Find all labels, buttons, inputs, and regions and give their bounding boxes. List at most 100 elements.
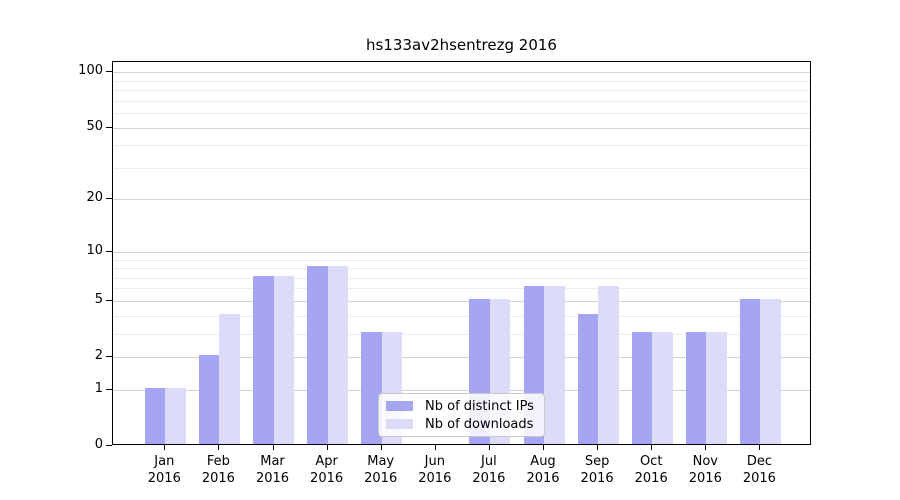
x-tickmark-jan xyxy=(164,445,166,450)
y-tick-label-10: 10 xyxy=(86,242,103,258)
legend: Nb of distinct IPs Nb of downloads xyxy=(378,393,545,437)
bar-ips-may xyxy=(361,331,382,444)
x-tick-label-feb: Feb 2016 xyxy=(186,453,250,487)
chart-title: hs133av2hsentrezg 2016 xyxy=(366,36,557,54)
year-label: 2016 xyxy=(147,471,181,486)
minor-gridline-7 xyxy=(113,277,810,279)
y-tickmark-50 xyxy=(106,126,112,128)
minor-gridline-4 xyxy=(113,315,810,317)
year-label: 2016 xyxy=(634,471,668,486)
y-tick-label-2: 2 xyxy=(94,348,103,363)
minor-gridline-30 xyxy=(113,167,810,169)
year-label: 2016 xyxy=(742,471,776,486)
major-gridline-20 xyxy=(113,199,810,201)
minor-gridline-40 xyxy=(113,145,810,147)
minor-gridline-80 xyxy=(113,90,810,91)
year-label: 2016 xyxy=(310,471,344,486)
minor-gridline-6 xyxy=(113,288,810,290)
month-label: Jun xyxy=(424,454,445,469)
bar-downloads-apr xyxy=(327,266,349,444)
year-label: 2016 xyxy=(580,471,614,486)
bar-downloads-nov xyxy=(706,331,727,444)
y-tick-label-1: 1 xyxy=(94,380,103,396)
bar-ips-feb xyxy=(198,355,220,444)
bar-downloads-aug xyxy=(544,286,565,444)
bar-downloads-mar xyxy=(273,275,294,444)
month-label: Mar xyxy=(260,454,285,469)
x-tick-label-apr: Apr 2016 xyxy=(295,453,359,487)
month-label: Aug xyxy=(530,454,556,469)
minor-gridline-90 xyxy=(113,80,810,82)
year-label: 2016 xyxy=(418,471,452,486)
y-tickmark-10 xyxy=(106,250,112,252)
y-tick-label-0: 0 xyxy=(94,437,103,452)
year-label: 2016 xyxy=(472,471,506,486)
month-label: May xyxy=(367,454,395,469)
month-label: Nov xyxy=(692,454,718,469)
minor-gridline-60 xyxy=(113,113,810,114)
y-tickmark-5 xyxy=(106,299,112,301)
legend-swatch-ips xyxy=(386,401,413,411)
year-label: 2016 xyxy=(688,471,722,486)
x-tick-label-oct: Oct 2016 xyxy=(619,453,683,487)
major-gridline-50 xyxy=(113,127,810,129)
year-label: 2016 xyxy=(364,471,398,486)
minor-gridline-9 xyxy=(113,259,810,261)
x-tickmark-mar xyxy=(272,445,274,450)
x-tick-label-dec: Dec 2016 xyxy=(727,453,791,487)
x-tickmark-feb xyxy=(218,445,220,450)
month-label: Apr xyxy=(315,454,338,469)
y-tick-label-5: 5 xyxy=(94,291,103,307)
major-gridline-10 xyxy=(113,251,810,253)
legend-row-downloads: Nb of downloads xyxy=(386,417,533,432)
year-label: 2016 xyxy=(255,471,290,486)
x-tickmark-may xyxy=(380,445,382,450)
year-label: 2016 xyxy=(526,471,560,486)
x-tick-label-may: May 2016 xyxy=(349,453,413,487)
x-tickmark-nov xyxy=(705,445,707,450)
x-tick-label-jul: Jul 2016 xyxy=(457,453,521,487)
minor-gridline-3 xyxy=(113,333,810,335)
major-gridline-5 xyxy=(113,300,810,302)
month-label: Jul xyxy=(481,454,497,469)
y-tickmark-0 xyxy=(106,445,112,446)
minor-gridline-8 xyxy=(113,268,810,269)
x-tickmark-aug xyxy=(543,445,544,450)
x-tickmark-dec xyxy=(759,445,761,450)
y-tick-label-100: 100 xyxy=(78,63,103,79)
major-gridline-1 xyxy=(113,389,810,391)
bar-downloads-sep xyxy=(598,286,619,444)
bar-ips-jan xyxy=(144,387,166,444)
x-tickmark-oct xyxy=(651,445,653,450)
y-tickmark-2 xyxy=(106,356,112,357)
y-tickmark-20 xyxy=(106,198,112,200)
x-tick-label-aug: Aug 2016 xyxy=(511,453,575,487)
x-tick-label-jun: Jun 2016 xyxy=(403,453,467,487)
plot-area xyxy=(112,61,811,445)
y-tick-label-20: 20 xyxy=(86,190,103,206)
month-label: Jan xyxy=(154,454,175,469)
x-tickmark-sep xyxy=(597,445,599,450)
bar-ips-dec xyxy=(739,298,761,444)
bar-ips-oct xyxy=(631,331,653,444)
bar-downloads-dec xyxy=(760,298,781,444)
bar-downloads-jan xyxy=(165,387,186,444)
legend-swatch-downloads xyxy=(386,419,413,429)
month-label: Feb xyxy=(206,454,230,469)
bar-ips-nov xyxy=(685,331,707,444)
bar-downloads-feb xyxy=(219,313,240,444)
y-tickmark-1 xyxy=(106,388,112,390)
x-tick-label-jan: Jan 2016 xyxy=(132,453,196,487)
x-tickmark-apr xyxy=(326,445,328,450)
x-tick-label-sep: Sep 2016 xyxy=(565,453,629,487)
x-tick-label-nov: Nov 2016 xyxy=(673,453,737,487)
bar-ips-sep xyxy=(577,313,599,444)
x-tick-label-mar: Mar 2016 xyxy=(241,453,305,487)
legend-label-ips: Nb of distinct IPs xyxy=(425,398,534,414)
y-tick-label-50: 50 xyxy=(86,118,103,134)
major-gridline-100 xyxy=(113,72,810,74)
month-label: Dec xyxy=(746,454,772,469)
major-gridline-2 xyxy=(113,357,810,358)
month-label: Oct xyxy=(639,454,663,469)
